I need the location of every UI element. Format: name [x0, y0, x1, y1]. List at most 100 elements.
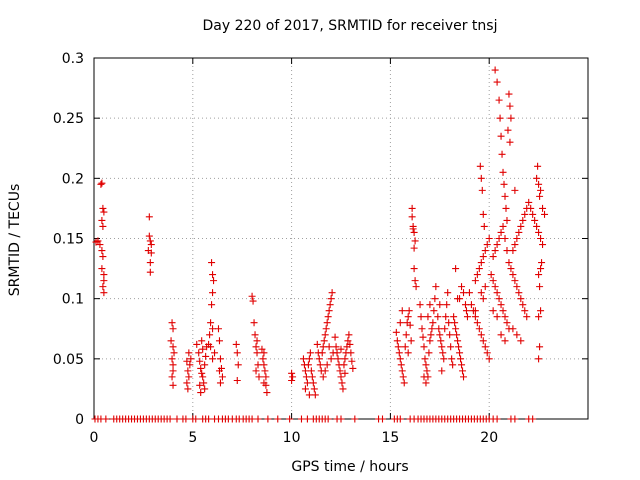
data-point [251, 331, 259, 339]
data-point [201, 385, 209, 393]
data-point [98, 179, 106, 187]
data-point [100, 208, 108, 216]
data-point [199, 345, 207, 353]
data-point [264, 415, 272, 423]
data-point [511, 186, 519, 194]
data-point [340, 361, 348, 369]
data-point [431, 295, 439, 303]
data-point [183, 357, 191, 365]
data-point [323, 361, 331, 369]
data-point [252, 343, 260, 351]
data-point [430, 307, 438, 315]
data-point [327, 295, 335, 303]
data-point [435, 325, 443, 333]
data-point [402, 331, 410, 339]
data-point [491, 247, 499, 255]
data-point [485, 355, 493, 363]
data-point [506, 138, 514, 146]
data-point [411, 277, 419, 285]
data-point [537, 235, 545, 242]
data-point [427, 331, 435, 339]
data-point [509, 325, 517, 333]
data-point [410, 244, 418, 252]
data-point [307, 367, 315, 375]
data-point [208, 301, 216, 309]
data-point [521, 210, 529, 218]
data-point [233, 376, 241, 384]
data-point [529, 210, 537, 218]
data-point [261, 367, 269, 375]
data-point [496, 114, 504, 122]
data-point [445, 319, 453, 327]
data-point [481, 343, 489, 351]
data-point [303, 415, 311, 423]
data-point [337, 345, 345, 353]
y-tick-label: 0.3 [62, 51, 84, 67]
data-point [185, 373, 193, 381]
data-point [405, 307, 413, 315]
data-point [215, 337, 223, 345]
data-point [192, 415, 200, 423]
data-point [497, 132, 505, 140]
data-point [471, 313, 479, 321]
data-point [460, 289, 468, 297]
data-point [535, 355, 543, 363]
data-point [493, 313, 501, 321]
data-points [91, 66, 549, 423]
data-point [297, 415, 305, 423]
data-point [450, 313, 458, 321]
x-tick-label: 5 [188, 430, 197, 446]
data-point [254, 415, 262, 423]
data-point [216, 355, 224, 363]
data-point [503, 319, 511, 327]
data-point [442, 313, 450, 321]
data-point [477, 259, 485, 267]
data-point [392, 328, 400, 336]
data-point [170, 349, 178, 357]
data-point [197, 389, 205, 397]
data-point [303, 379, 311, 387]
data-point [463, 313, 471, 321]
data-point [98, 265, 106, 273]
data-point [489, 253, 497, 261]
data-point [97, 180, 105, 188]
data-point [344, 337, 352, 345]
data-point [434, 313, 442, 321]
data-point [473, 319, 481, 327]
data-point [523, 313, 531, 321]
y-tick-label: 0.25 [53, 111, 84, 127]
data-point [252, 367, 260, 375]
data-point [473, 271, 481, 279]
data-point [519, 301, 527, 309]
data-point [336, 367, 344, 375]
data-point [404, 349, 412, 357]
data-point [187, 355, 195, 363]
data-point [198, 369, 206, 377]
data-point [425, 349, 433, 357]
data-point [481, 283, 489, 291]
data-point [436, 301, 444, 309]
data-point [534, 162, 542, 170]
data-point [169, 325, 177, 333]
data-point [410, 265, 418, 273]
data-point [347, 349, 355, 357]
data-point [511, 415, 519, 423]
data-point [396, 355, 404, 363]
data-point [417, 313, 425, 321]
data-point [515, 289, 523, 297]
y-tick-label: 0.1 [62, 292, 84, 308]
data-point [441, 325, 449, 333]
data-point [475, 325, 483, 333]
data-point [481, 247, 489, 255]
data-point [205, 415, 213, 423]
data-point [519, 216, 527, 224]
data-point [503, 216, 511, 224]
data-point [480, 222, 488, 230]
data-point [168, 319, 176, 327]
data-point [301, 385, 309, 393]
data-point [438, 343, 446, 351]
data-point [185, 349, 193, 357]
data-point [541, 210, 549, 218]
data-point [501, 313, 509, 321]
